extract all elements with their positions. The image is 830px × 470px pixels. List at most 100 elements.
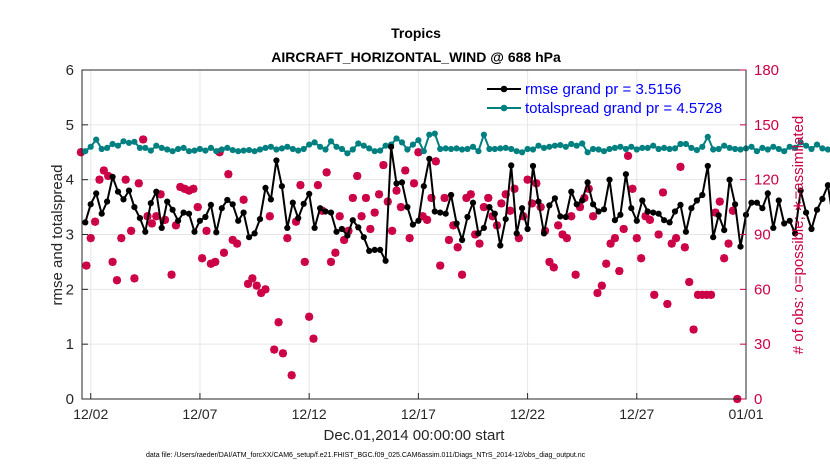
obs-assimilated-marker (99, 166, 108, 175)
series-point-totalspread (808, 145, 815, 153)
tick-label-left: 2 (66, 281, 74, 298)
obs-point (309, 334, 318, 343)
tick-label-left: 3 (66, 227, 74, 244)
obs-point (680, 243, 689, 252)
series-point-totalspread (142, 144, 149, 151)
obs-assimilated-marker (471, 230, 480, 239)
series-point-totalspread (704, 133, 711, 140)
obs-assimilated-marker (536, 203, 545, 212)
series-point-totalspread (453, 145, 460, 152)
series-point-rmse (540, 230, 548, 237)
obs-point (278, 349, 288, 358)
series-point-rmse (469, 199, 477, 206)
obs-point (527, 199, 537, 208)
series-point-totalspread (278, 145, 285, 152)
series-point-totalspread (136, 144, 143, 151)
series-point-totalspread (360, 142, 367, 149)
obs-assimilated-marker (589, 212, 598, 221)
series-point-rmse (415, 217, 422, 224)
y-axis-label-left: rmse and totalspread (49, 165, 66, 306)
obs-point (396, 202, 405, 212)
series-point-rmse (240, 209, 247, 216)
obs-point (423, 215, 432, 224)
series-point-totalspread (185, 148, 193, 155)
tick-label-left: 4 (66, 172, 74, 189)
series-point-totalspread (775, 145, 782, 153)
tick-label-right: 0 (754, 391, 762, 408)
series-point-rmse (475, 230, 482, 237)
series-point-totalspread (535, 142, 542, 149)
series-point-rmse (617, 211, 624, 218)
obs-assimilated-marker (161, 215, 169, 224)
series-point-rmse (371, 246, 378, 253)
obs-point (431, 157, 440, 166)
series-point-rmse (753, 199, 761, 206)
obs-assimilated-marker (76, 148, 85, 157)
obs-point (453, 243, 462, 252)
series-point-rmse (355, 224, 362, 231)
obs-assimilated-marker (659, 188, 667, 197)
series-point-totalspread (180, 144, 187, 151)
series-point-totalspread (327, 138, 335, 145)
obs-assimilated-marker (423, 215, 432, 224)
series-point-totalspread (262, 144, 269, 151)
obs-assimilated-marker (327, 257, 335, 266)
obs-assimilated-marker (715, 197, 724, 206)
series-point-totalspread (748, 143, 755, 150)
series-point-totalspread (240, 147, 247, 154)
y-axis-label-right: # of obs: o=possible; ∗=assimilated (790, 116, 807, 355)
obs-point (335, 212, 344, 221)
series-point-totalspread (246, 147, 253, 154)
series-point-rmse (366, 247, 373, 254)
obs-point (95, 175, 104, 184)
series-point-totalspread (437, 145, 444, 153)
obs-assimilated-marker (130, 274, 139, 283)
obs-assimilated-marker (283, 234, 292, 243)
obs-assimilated-marker (361, 193, 370, 202)
series-point-rmse (699, 191, 706, 199)
obs-assimilated-marker (375, 190, 384, 199)
obs-assimilated-marker (233, 239, 242, 248)
series-point-rmse (338, 225, 345, 233)
series-point-rmse (147, 200, 154, 207)
obs-assimilated-marker (180, 184, 189, 193)
tick-label-right: 120 (754, 172, 779, 189)
obs-assimilated-marker (641, 212, 650, 221)
obs-assimilated-marker (219, 248, 228, 257)
obs-point (287, 371, 296, 380)
obs-point (147, 219, 156, 228)
series-point-totalspread (688, 144, 695, 151)
series-point-rmse (770, 224, 777, 231)
series-point-rmse (185, 210, 193, 217)
series-point-rmse (246, 234, 253, 241)
series-point-rmse (562, 213, 569, 221)
obs-assimilated-marker (104, 172, 113, 181)
obs-point (523, 175, 532, 184)
data-series (82, 130, 830, 265)
obs-assimilated-marker (211, 257, 220, 266)
obs-point (167, 270, 176, 279)
series-point-rmse (93, 190, 100, 197)
series-point-rmse (671, 208, 679, 215)
series-point-rmse (557, 213, 564, 220)
obs-assimilated-marker (274, 318, 283, 327)
obs-point (545, 257, 554, 267)
obs-point (348, 193, 357, 203)
series-point-totalspread (693, 147, 701, 154)
series-point-totalspread (98, 145, 105, 153)
series-point-totalspread (666, 145, 673, 153)
series-point-totalspread (311, 139, 318, 146)
obs-assimilated-marker (602, 259, 611, 268)
obs-assimilated-marker (554, 221, 563, 230)
obs-assimilated-marker (296, 181, 305, 190)
obs-point (270, 345, 279, 354)
series-point-totalspread (459, 146, 466, 153)
obs-point (715, 197, 724, 206)
obs-assimilated-marker (278, 349, 287, 358)
series-point-totalspread (147, 147, 154, 154)
series-point-totalspread (196, 145, 203, 153)
obs-assimilated-marker (261, 285, 270, 294)
series-point-rmse (611, 217, 619, 224)
obs-assimilated-marker (401, 166, 410, 175)
series-point-totalspread (426, 131, 433, 138)
